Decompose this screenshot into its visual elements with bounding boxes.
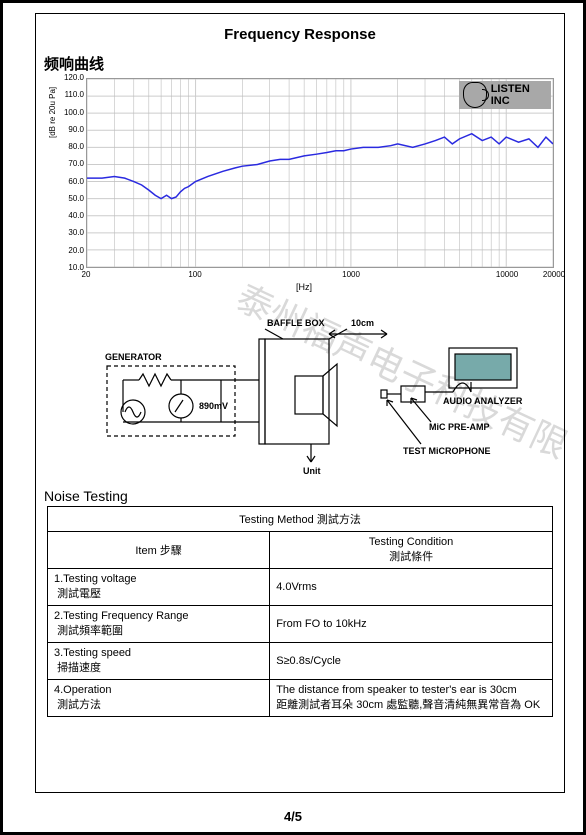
chart-plot-area: LISTEN INC (86, 78, 554, 268)
logo-text: LISTEN INC (491, 83, 551, 107)
page: 泰州福声电子科技有限 Frequency Response 频响曲线 10.02… (0, 0, 586, 835)
chart-x-ticks: 2010010001000020000 (86, 270, 554, 282)
diagram-svg: BAFFLE BOX 10cm Unit GENERATOR (51, 294, 549, 482)
ear-icon (463, 82, 487, 108)
voltage-label: 890mV (199, 401, 228, 411)
chart-subtitle: 频响曲线 (36, 53, 564, 78)
listen-inc-logo: LISTEN INC (459, 81, 551, 109)
chart-y-ticks: 10.020.030.040.050.060.070.080.090.0100.… (54, 78, 86, 268)
col-item: Item 步驟 (48, 532, 270, 569)
baffle-label: BAFFLE BOX (267, 318, 325, 328)
page-title: Frequency Response (36, 14, 564, 53)
chart-y-label: [dB re 20u Pa] (48, 87, 57, 138)
table-row: Testing Method 測試方法 (48, 507, 553, 532)
preamp-label: MiC PRE-AMP (429, 422, 490, 432)
analyzer-label: AUDIO ANALYZER (443, 396, 523, 406)
noise-section-title: Noise Testing (36, 486, 564, 506)
table-row: 1.Testing voltage 測試電壓 4.0Vrms (48, 569, 553, 606)
table-row: Item 步驟 Testing Condition測試條件 (48, 532, 553, 569)
distance-label: 10cm (351, 318, 374, 328)
table-row: 3.Testing speed 掃描速度 S≥0.8s/Cycle (48, 643, 553, 680)
test-setup-diagram: BAFFLE BOX 10cm Unit GENERATOR (51, 294, 549, 482)
content-frame: Frequency Response 频响曲线 10.020.030.040.0… (35, 13, 565, 793)
noise-testing-table: Testing Method 測試方法 Item 步驟 Testing Cond… (47, 506, 553, 717)
table-row: 2.Testing Frequency Range 測試頻率範圍 From FO… (48, 606, 553, 643)
page-number: 4/5 (3, 809, 583, 824)
frequency-response-chart: 10.020.030.040.050.060.070.080.090.0100.… (54, 78, 554, 288)
col-condition: Testing Condition測試條件 (270, 532, 553, 569)
unit-label: Unit (303, 466, 321, 476)
table-row: 4.Operation 測試方法 The distance from speak… (48, 680, 553, 717)
table-header-merged: Testing Method 測試方法 (48, 507, 553, 532)
chart-x-label: [Hz] (296, 282, 312, 292)
generator-label: GENERATOR (105, 352, 162, 362)
mic-label: TEST MiCROPHONE (403, 446, 491, 456)
